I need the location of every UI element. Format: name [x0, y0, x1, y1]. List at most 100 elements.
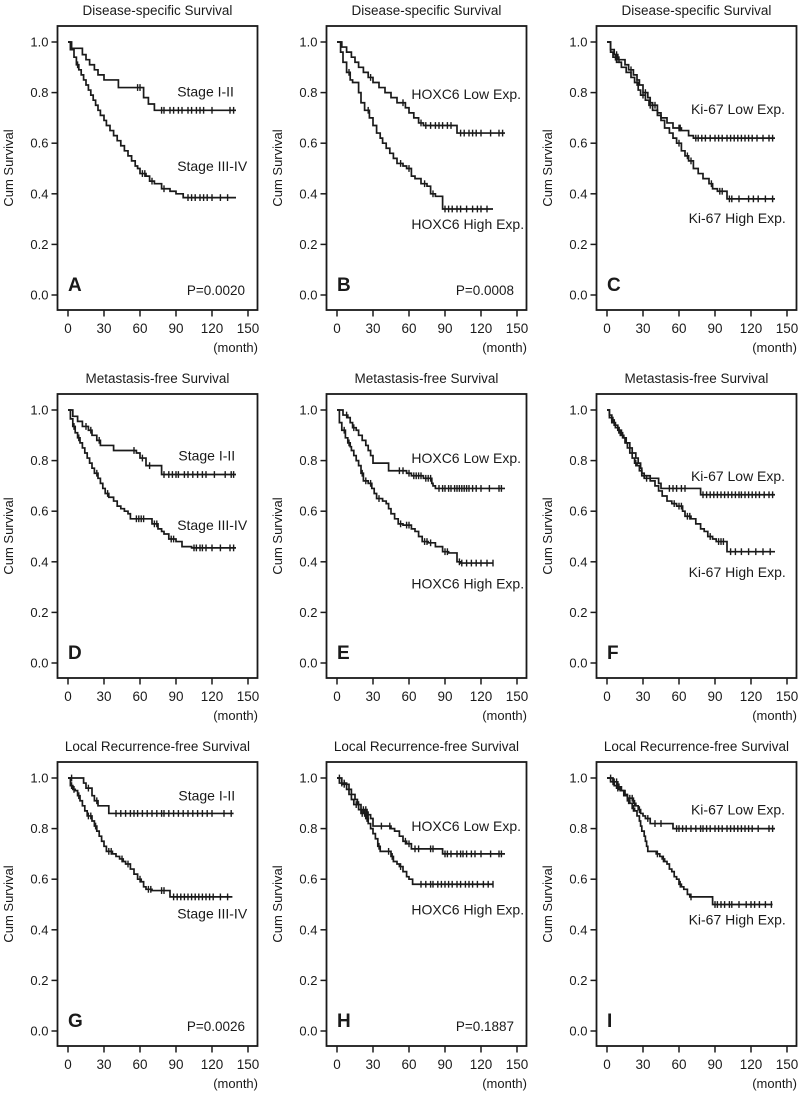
y-tick-label: 0.0 — [300, 1023, 318, 1038]
x-tick-label: 60 — [132, 689, 147, 704]
km-plot-D: Metastasis-free Survival Cum Survival 0.0 0… — [1, 371, 260, 723]
x-tick-label: 0 — [603, 1057, 611, 1072]
y-tick-label: 0.4 — [30, 186, 48, 201]
y-tick-label: 0.4 — [300, 186, 318, 201]
y-axis-label: Cum Survival — [540, 497, 555, 574]
plot-box — [56, 761, 259, 1047]
y-tick-label: 0.2 — [30, 605, 48, 620]
x-tick-label: 150 — [775, 1057, 798, 1072]
y-tick-label: 0.0 — [30, 655, 48, 670]
x-tick-label: 90 — [438, 689, 453, 704]
x-tick-label: 120 — [201, 689, 224, 704]
plot-box — [56, 25, 259, 311]
panel-title: Disease-specific Survival — [83, 3, 233, 18]
km-plot-C: Disease-specific Survival Cum Survival 0.0… — [540, 3, 798, 355]
x-tick-label: 30 — [96, 689, 111, 704]
x-axis-unit: (month) — [213, 708, 258, 723]
p-value-label: P=0.0008 — [456, 283, 514, 298]
y-tick-label: 1.0 — [300, 35, 318, 50]
series-label: HOXC6 Low Exp. — [412, 818, 522, 834]
y-tick-label: 0.8 — [569, 821, 587, 836]
y-tick-label: 0.4 — [300, 922, 318, 937]
x-tick-label: 0 — [603, 321, 611, 336]
x-axis-unit: (month) — [213, 1076, 258, 1091]
panel-letter: E — [337, 643, 350, 664]
panel-title: Metastasis-free Survival — [355, 371, 499, 386]
y-tick-label: 1.0 — [569, 35, 587, 50]
x-tick-label: 30 — [635, 321, 650, 336]
y-tick-label: 0.8 — [30, 85, 48, 100]
x-tick-label: 150 — [775, 689, 798, 704]
y-tick-label: 0.6 — [569, 504, 587, 519]
p-value-label: P=0.0020 — [187, 283, 245, 298]
plot-box — [325, 393, 528, 679]
x-axis-unit: (month) — [752, 340, 797, 355]
panel-title: Metastasis-free Survival — [624, 371, 768, 386]
x-tick-label: 90 — [438, 1057, 453, 1072]
x-axis-unit: (month) — [483, 1076, 528, 1091]
y-tick-label: 0.0 — [569, 655, 587, 670]
km-panel-I: Local Recurrence-free Survival Cum Surviv… — [539, 736, 808, 1104]
x-tick-label: 150 — [237, 689, 260, 704]
series-label: Stage I-II — [178, 448, 235, 464]
y-tick-label: 0.8 — [30, 453, 48, 468]
panel-title: Local Recurrence-free Survival — [604, 739, 789, 754]
km-plot-H: Local Recurrence-free Survival Cum Surviv… — [270, 739, 528, 1091]
series-label: Ki-67 High Exp. — [688, 912, 785, 928]
y-tick-label: 0.4 — [30, 554, 48, 569]
y-tick-label: 1.0 — [300, 771, 318, 786]
survival-curve — [606, 41, 775, 139]
panel-title: Metastasis-free Survival — [86, 371, 230, 386]
x-tick-label: 120 — [470, 689, 493, 704]
x-axis-unit: (month) — [483, 340, 528, 355]
y-tick-label: 1.0 — [30, 35, 48, 50]
x-tick-label: 30 — [96, 321, 111, 336]
y-tick-label: 0.4 — [300, 554, 318, 569]
y-tick-label: 1.0 — [569, 771, 587, 786]
panel-letter: H — [337, 1011, 351, 1032]
x-tick-label: 0 — [334, 689, 342, 704]
x-tick-label: 120 — [201, 1057, 224, 1072]
x-tick-label: 90 — [168, 1057, 183, 1072]
y-tick-label: 1.0 — [30, 403, 48, 418]
plot-box — [595, 761, 798, 1047]
x-tick-label: 30 — [635, 1057, 650, 1072]
series-label: HOXC6 High Exp. — [412, 575, 525, 591]
x-tick-label: 120 — [470, 1057, 493, 1072]
x-tick-label: 60 — [132, 1057, 147, 1072]
p-value-label: P=0.1887 — [456, 1019, 514, 1034]
x-axis-unit: (month) — [752, 1076, 797, 1091]
series-label: Ki-67 Low Exp. — [691, 802, 785, 818]
x-tick-label: 120 — [739, 1057, 762, 1072]
km-plot-F: Metastasis-free Survival Cum Survival 0.0 0… — [540, 371, 798, 723]
y-axis-label: Cum Survival — [270, 497, 285, 574]
y-tick-label: 0.0 — [30, 1023, 48, 1038]
survival-curve — [67, 777, 233, 898]
km-plot-E: Metastasis-free Survival Cum Survival 0.0 0… — [270, 371, 528, 723]
survival-curve — [606, 41, 775, 200]
survival-curve — [337, 41, 506, 134]
y-tick-label: 0.6 — [569, 136, 587, 151]
series-label: Stage III-IV — [177, 517, 248, 533]
y-tick-label: 0.6 — [30, 872, 48, 887]
y-axis-label: Cum Survival — [1, 129, 16, 206]
y-axis-label: Cum Survival — [1, 865, 16, 942]
y-tick-label: 0.0 — [569, 1023, 587, 1038]
x-tick-label: 30 — [366, 689, 381, 704]
y-tick-label: 0.0 — [300, 287, 318, 302]
series-label: Ki-67 High Exp. — [688, 210, 785, 226]
y-tick-label: 1.0 — [300, 403, 318, 418]
y-tick-label: 0.6 — [30, 136, 48, 151]
series-label: Ki-67 Low Exp. — [691, 468, 785, 484]
series-label: HOXC6 Low Exp. — [412, 450, 522, 466]
panel-letter: G — [68, 1011, 83, 1032]
y-tick-label: 1.0 — [30, 771, 48, 786]
y-tick-label: 0.8 — [30, 821, 48, 836]
y-axis-label: Cum Survival — [540, 129, 555, 206]
x-tick-label: 150 — [775, 321, 798, 336]
km-plot-A: Disease-specific Survival Cum Survival 0.0… — [1, 3, 259, 355]
x-tick-label: 30 — [366, 1057, 381, 1072]
y-tick-label: 1.0 — [569, 403, 587, 418]
x-tick-label: 60 — [671, 321, 686, 336]
x-tick-label: 60 — [671, 1057, 686, 1072]
